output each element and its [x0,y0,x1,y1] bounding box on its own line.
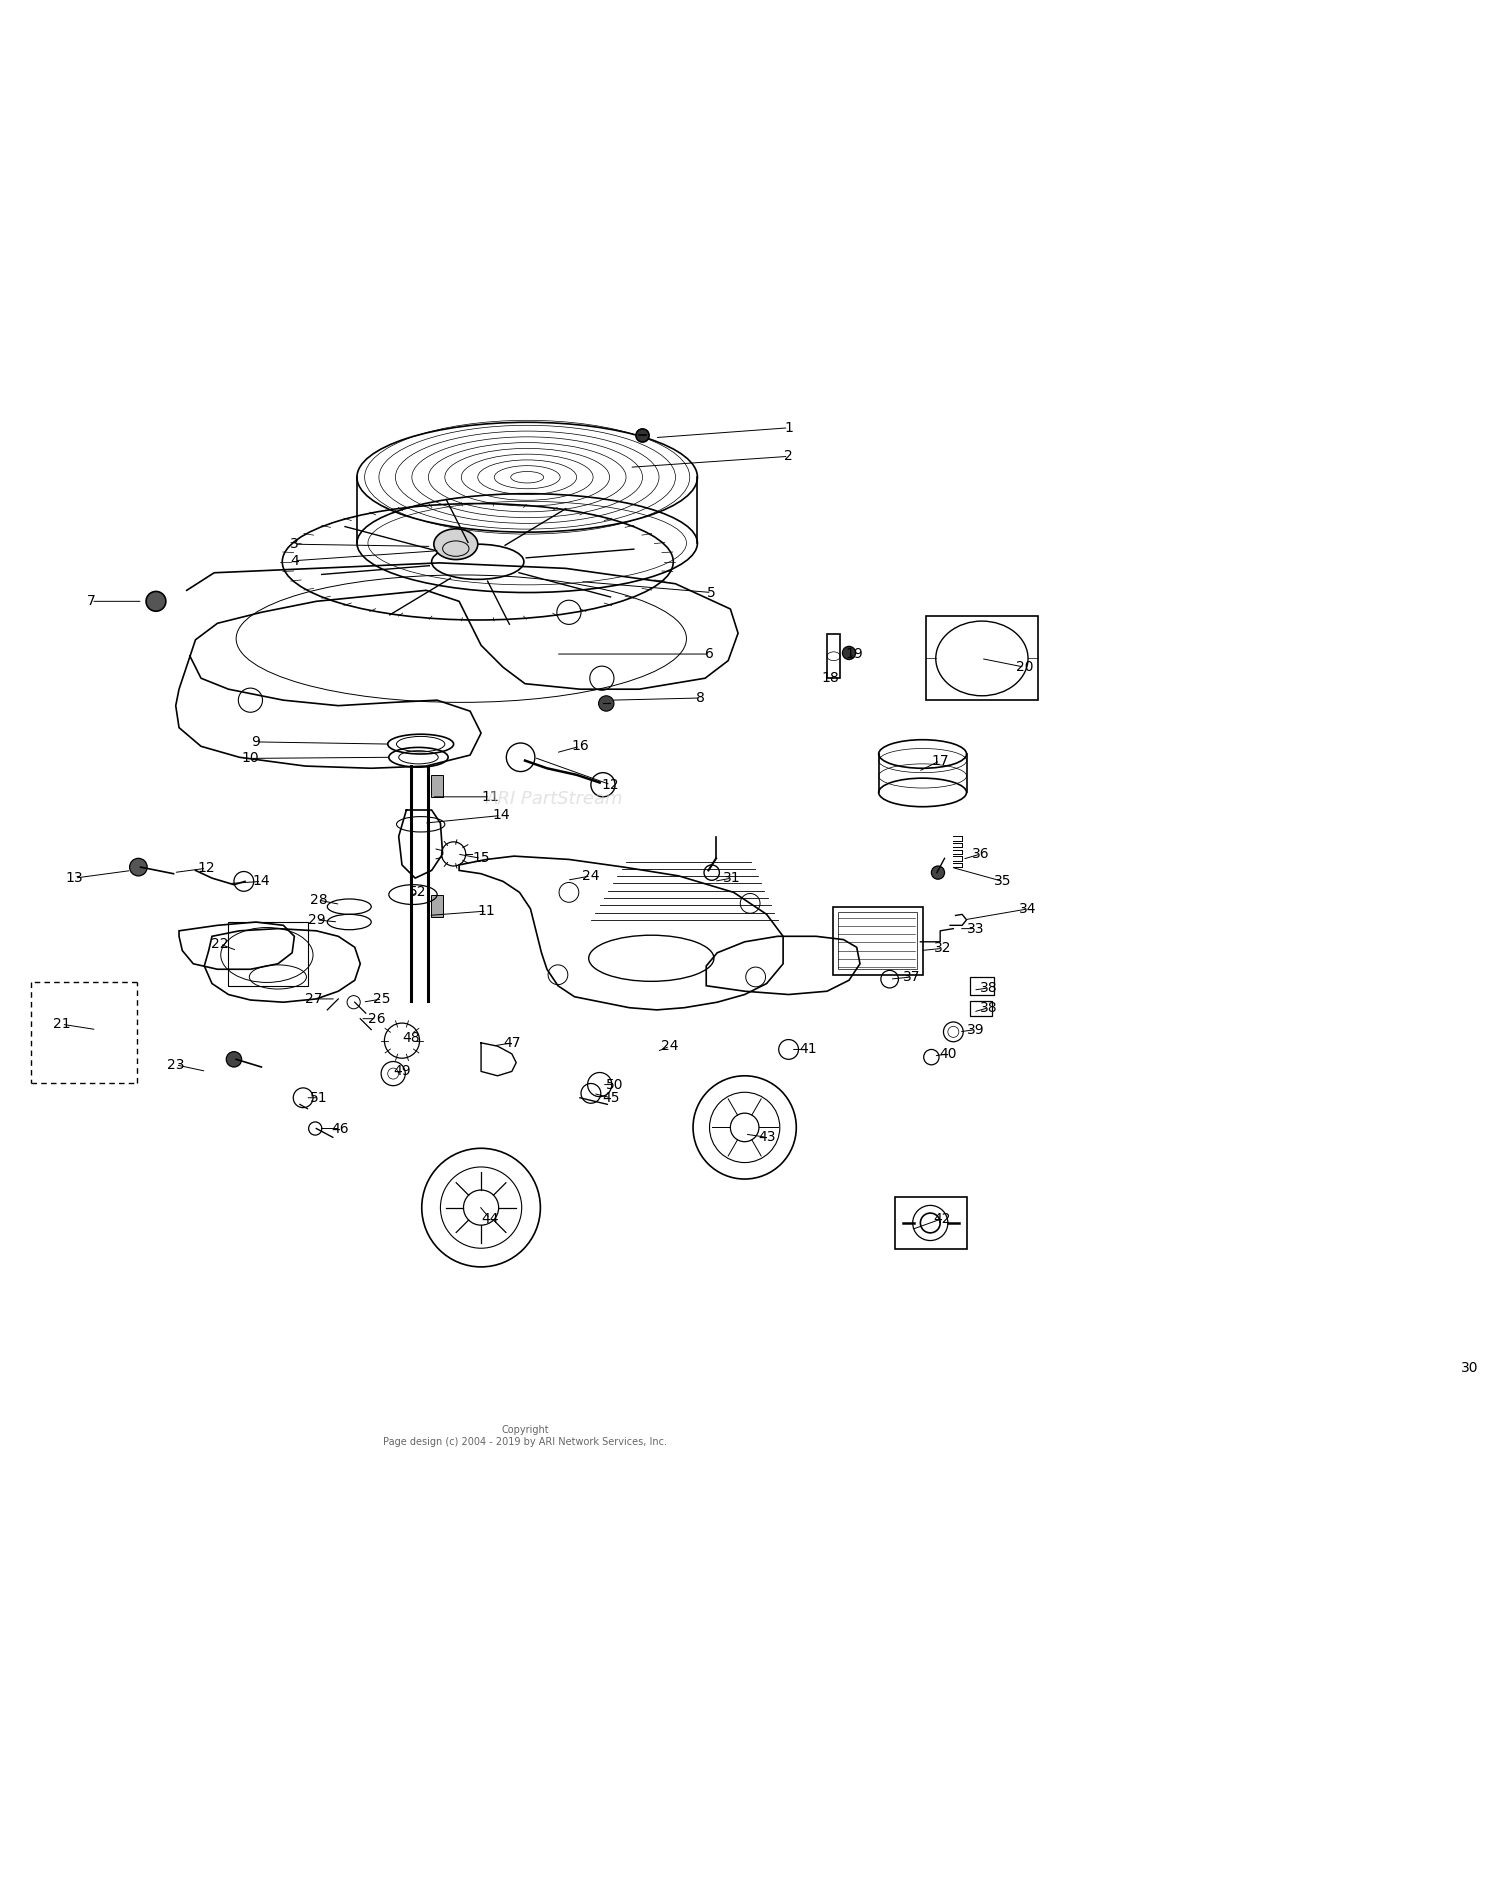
Text: 31: 31 [723,870,741,885]
Bar [1413,540,1425,557]
Bar [228,921,308,986]
Text: 7: 7 [87,595,96,608]
Text: 24: 24 [662,1038,678,1054]
Text: 28: 28 [309,893,327,906]
Bar [1390,1286,1437,1325]
Text: 39: 39 [966,1023,984,1037]
Circle shape [146,591,166,612]
Text: 13: 13 [66,870,84,885]
Circle shape [129,859,147,876]
Text: 18: 18 [822,672,839,685]
Text: 3: 3 [290,538,298,551]
Text: 35: 35 [994,874,1011,889]
Text: 15: 15 [472,851,490,865]
Text: 34: 34 [1020,902,1036,916]
Bar [1395,1290,1410,1322]
Bar [970,976,994,995]
Text: Copyright
Page design (c) 2004 - 2019 by ARI Network Services, Inc.: Copyright Page design (c) 2004 - 2019 by… [382,1425,668,1446]
Text: 4: 4 [290,553,298,568]
Bar [833,906,922,974]
Text: 11: 11 [482,789,498,804]
Text: 46: 46 [332,1121,350,1135]
Circle shape [226,1052,242,1067]
Circle shape [932,867,945,880]
Circle shape [843,646,855,659]
Text: 5: 5 [708,585,716,600]
Text: 6: 6 [705,648,714,661]
Circle shape [598,697,613,712]
Text: 36: 36 [972,848,990,861]
Text: 8: 8 [696,691,705,704]
Bar [970,1001,992,1016]
Text: 41: 41 [800,1042,818,1057]
Ellipse shape [433,529,478,559]
Text: 44: 44 [482,1212,498,1225]
Circle shape [636,429,650,442]
Text: 12: 12 [198,861,216,876]
Text: 11: 11 [477,904,495,918]
Text: 49: 49 [393,1065,411,1078]
Text: 10: 10 [242,751,260,765]
Text: 40: 40 [939,1046,957,1061]
Text: 17: 17 [932,753,950,768]
Text: 51: 51 [309,1091,327,1104]
Text: 32: 32 [933,942,951,955]
Text: 42: 42 [933,1212,951,1225]
Text: 24: 24 [582,868,600,884]
Bar [926,615,1038,700]
Bar [430,895,442,916]
Text: 47: 47 [503,1037,520,1050]
Bar [1414,1290,1430,1322]
Text: 9: 9 [252,734,261,750]
Text: 20: 20 [1016,661,1034,674]
Text: 2: 2 [784,449,794,463]
Text: ARI PartStream: ARI PartStream [486,789,624,808]
Bar [839,912,916,969]
Text: 38: 38 [980,982,998,995]
Text: 21: 21 [53,1018,70,1031]
Text: 14: 14 [492,808,510,823]
Text: 16: 16 [572,740,590,753]
Text: 48: 48 [402,1031,420,1046]
Bar [1395,540,1408,557]
Text: 37: 37 [903,970,921,984]
Text: 52: 52 [408,885,426,899]
Text: 19: 19 [846,648,864,661]
Text: 12: 12 [602,778,619,791]
Text: 50: 50 [606,1078,624,1091]
Bar [430,774,442,797]
Text: 29: 29 [308,912,326,927]
Text: 43: 43 [758,1131,776,1144]
Text: 45: 45 [602,1091,619,1104]
Text: 23: 23 [166,1057,184,1072]
Text: 14: 14 [252,874,270,889]
Bar [896,1197,966,1250]
Text: 25: 25 [374,991,392,1006]
Text: 38: 38 [980,1001,998,1014]
Text: 1: 1 [784,421,794,434]
Text: 30: 30 [1461,1361,1479,1374]
Text: 26: 26 [368,1012,386,1025]
Text: 33: 33 [966,921,984,936]
Text: 22: 22 [211,936,228,952]
Bar [827,634,840,678]
Text: 27: 27 [306,991,322,1006]
